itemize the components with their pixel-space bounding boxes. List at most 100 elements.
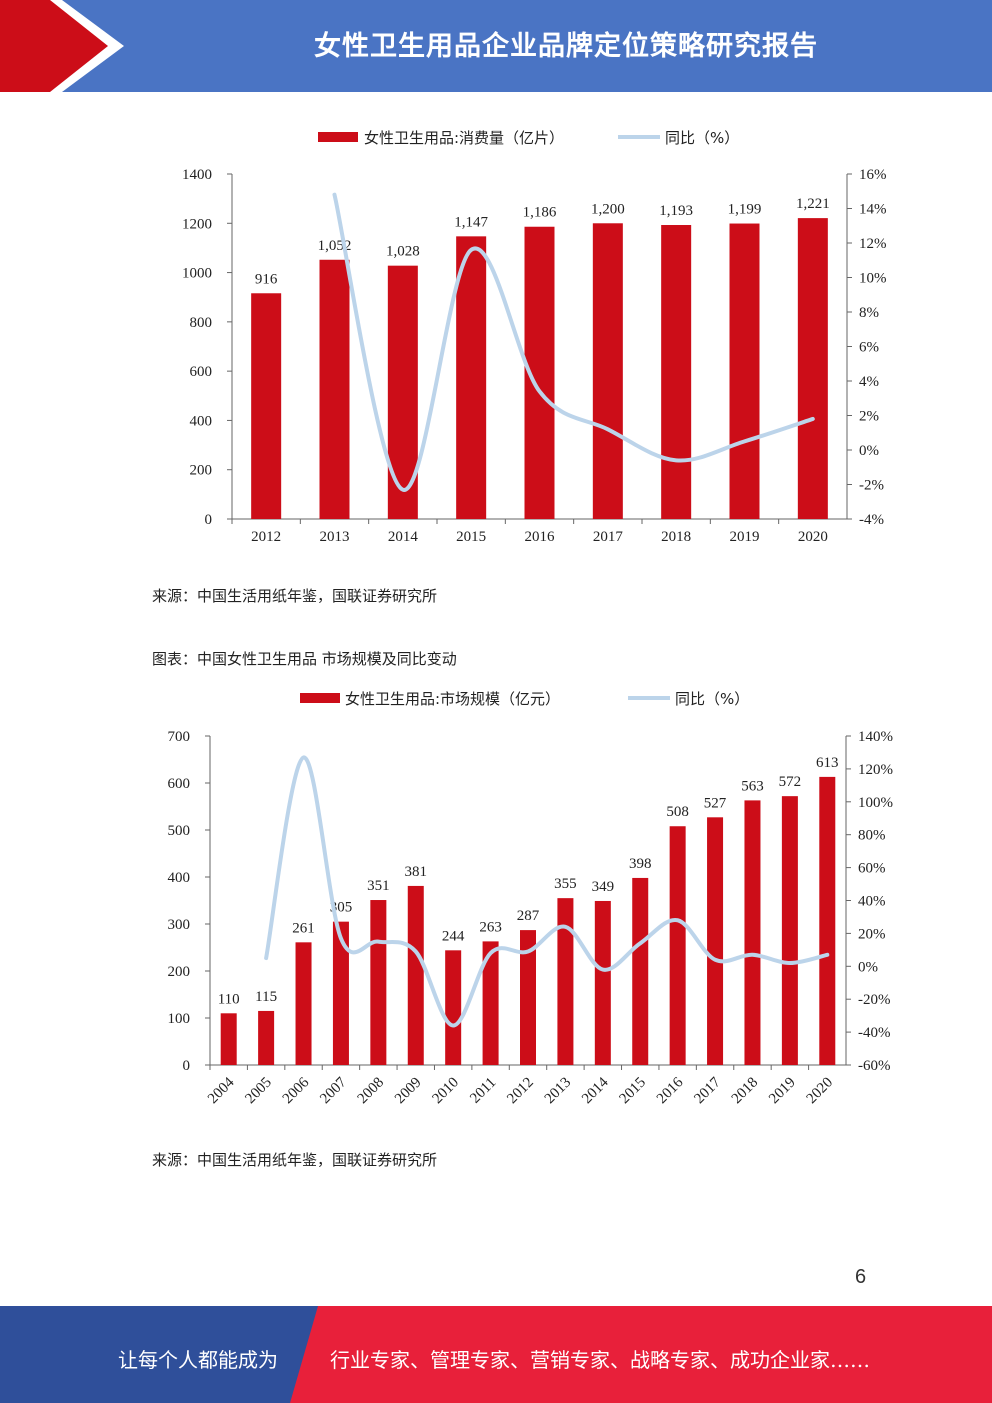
yoy-point [303,756,305,758]
legend-bar-swatch [300,693,340,703]
bar [781,796,798,1065]
y2-tick-label: -4% [859,512,884,528]
data-label: 351 [367,878,390,894]
legend-bar-label: 女性卫生用品:市场规模（亿元） [345,690,560,708]
bar [332,921,349,1065]
y-tick-label: 400 [168,870,191,886]
data-label: 916 [255,271,278,287]
chart2-caption: 图表：中国女性卫生用品 市场规模及同比变动 [152,650,457,668]
yoy-point [602,969,604,971]
bar [669,826,686,1065]
data-label: 263 [479,919,502,935]
chart1-yoy-line [332,192,815,492]
bar [220,1013,237,1065]
chart1-legend: 女性卫生用品:消费量（亿片） 同比（%） [318,129,739,147]
footer-bar [0,1306,992,1403]
yoy-point [675,459,677,461]
data-label: 261 [292,920,315,936]
x-tick-label: 2006 [280,1074,313,1107]
y2-tick-label: -40% [858,1025,891,1041]
yoy-point [789,962,791,964]
y2-tick-label: 16% [859,167,887,183]
x-tick-label: 2005 [242,1075,275,1108]
x-tick-label: 2009 [392,1075,425,1108]
x-tick-label: 2014 [579,1074,612,1107]
x-tick-label: 2018 [661,529,691,545]
bar [797,218,828,519]
bar [407,885,424,1065]
bar [661,225,692,519]
y2-tick-label: 140% [858,729,893,745]
bar [557,898,574,1065]
report-header-bar: 女性卫生用品企业品牌定位策略研究报告 [0,0,992,92]
bar [744,800,761,1065]
footer-right-background [290,1306,992,1403]
bar [632,877,649,1065]
bar [251,293,282,519]
yoy-point [714,959,716,961]
footer-slogan-right: 行业专家、管理专家、营销专家、战略专家、成功企业家…… [330,1348,870,1372]
report-title: 女性卫生用品企业品牌定位策略研究报告 [314,31,818,62]
yoy-point [607,428,609,430]
y2-tick-label: 120% [858,762,893,778]
y2-tick-label: 2% [859,409,879,425]
y-tick-label: 0 [183,1058,191,1074]
y-tick-label: 1200 [182,216,212,232]
data-label: 527 [704,795,727,811]
y2-tick-label: 80% [858,828,886,844]
data-label: 115 [255,989,277,1005]
data-label: 1,199 [728,202,762,218]
y2-tick-label: 12% [859,236,887,252]
data-label: 355 [554,876,577,892]
y2-tick-label: 6% [859,340,879,356]
y-tick-label: 700 [168,729,191,745]
chart2-yoy-line [264,755,830,1028]
data-label: 1,147 [454,214,488,230]
y2-tick-label: 20% [858,926,886,942]
bar [258,1010,275,1065]
bar [370,900,387,1065]
x-tick-label: 2013 [320,529,350,545]
bar [520,930,536,1065]
chart2-source: 来源：中国生活用纸年鉴，国联证券研究所 [152,1151,438,1169]
bar [592,223,623,519]
x-tick-label: 2020 [798,529,828,545]
x-tick-label: 2016 [654,1074,687,1107]
x-tick-label: 2012 [504,1075,537,1108]
legend-bar-label: 女性卫生用品:消费量（亿片） [364,129,564,147]
legend-line-label: 同比（%） [675,690,749,708]
page-number: 6 [855,1266,867,1288]
x-tick-label: 2016 [525,529,556,545]
y2-tick-label: -2% [859,478,884,494]
chart-consumption: 女性卫生用品:消费量（亿片） 同比（%） 0 200 400 600 800 1000 12… [0,118,992,562]
data-label: 613 [816,755,839,771]
y-tick-label: 100 [168,1011,191,1027]
yoy-point [826,954,828,956]
y-tick-label: 0 [205,512,213,528]
chart-market-size: 女性卫生用品:市场规模（亿元） 同比（%） 0 100 200 300 400 500 60… [0,680,992,1144]
bar [295,942,312,1065]
data-label: 110 [218,991,240,1007]
y-tick-label: 600 [190,364,213,380]
chart1-source: 来源：中国生活用纸年鉴，国联证券研究所 [152,587,438,605]
bar [456,236,487,519]
yoy-point [402,489,404,491]
yoy-point [334,194,335,196]
consumption-chart-svg: 女性卫生用品:消费量（亿片） 同比（%） 0 200 400 600 800 1000 12… [182,129,887,545]
x-tick-label: 2019 [730,529,760,545]
yoy-point [539,390,540,392]
data-label: 572 [779,774,802,790]
yoy-point [265,957,267,959]
bar [319,259,350,519]
bar [729,223,760,519]
y-tick-label: 200 [190,463,213,479]
footer-slogan-left: 让每个人都能成为 [118,1348,278,1372]
y2-tick-label: 8% [859,305,879,321]
market-size-chart-svg: 女性卫生用品:市场规模（亿元） 同比（%） 0 100 200 300 400 500 60… [168,690,894,1108]
legend-bar-swatch [318,132,358,142]
bar [707,817,724,1065]
x-tick-label: 2010 [429,1075,462,1108]
data-label: 1,028 [386,244,420,260]
data-label: 1,221 [796,196,830,212]
